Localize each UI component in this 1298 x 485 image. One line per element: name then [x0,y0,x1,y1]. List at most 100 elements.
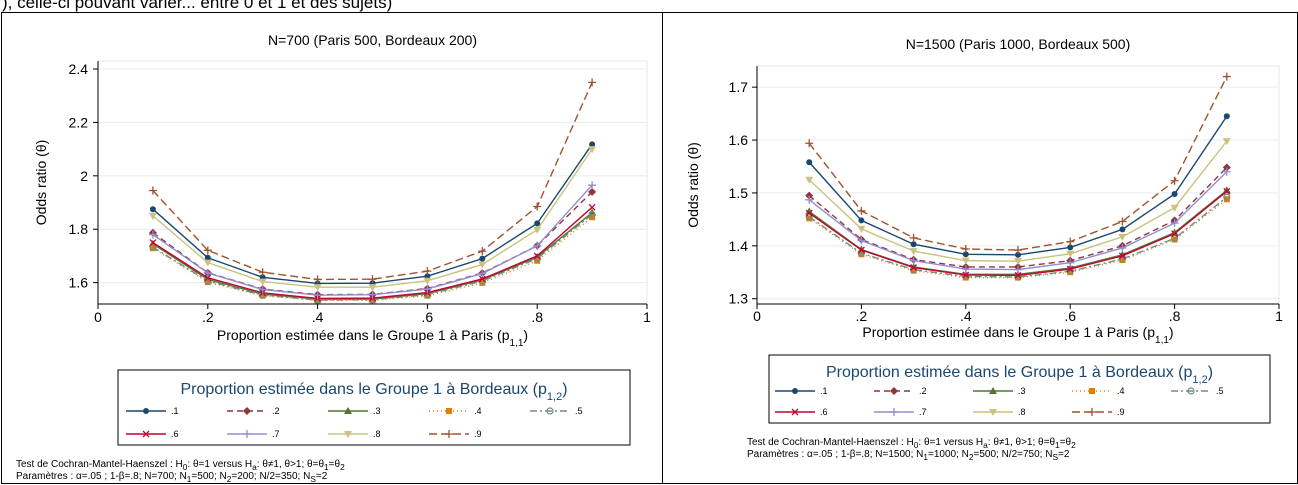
marker-diamond [588,187,597,196]
legend-item: .8 [328,429,381,439]
footnote-sub: S [310,474,316,484]
chart-panel-left: N=700 (Paris 500, Bordeaux 200) 1.6 1.8 2 2.… [1,12,663,484]
y-tick-label: 1.6 [729,132,749,148]
marker-x [142,430,150,438]
y-tick-label: 2.4 [69,61,89,77]
marker-circle [534,220,541,227]
marker-plus [1066,237,1075,246]
marker-square [910,267,917,274]
x-tick-label: .6 [422,309,434,325]
marker-x [805,209,813,217]
legend-label: .2 [919,386,927,396]
marker-x [1118,252,1126,260]
marker-circle [910,241,917,248]
marker-plus [258,268,267,277]
marker-x [149,239,157,247]
marker-circle [149,206,156,213]
marker-triangle [1222,186,1231,194]
marker-square [1067,269,1074,276]
legend-label: .4 [1117,386,1125,396]
marker-x [962,271,970,279]
marker-plus [805,195,814,204]
marker-circle-open [588,210,596,219]
marker-plus [368,275,377,284]
marker-circle [1171,190,1178,197]
marker-x [1014,271,1022,279]
x-tick-label: 1 [643,309,651,325]
x-tick-label: .8 [531,309,543,325]
marker-plus [1118,243,1127,252]
marker-square [446,408,452,414]
legend-item: .4 [1072,386,1125,396]
x-tick-label: .4 [312,309,324,325]
marker-circle [589,141,596,148]
marker-triangle-down [805,176,814,184]
x-tick-label: .6 [1064,308,1076,324]
legend-label: .6 [171,429,179,439]
marker-square [1223,196,1230,203]
footnote-sub: 0 [913,440,919,450]
marker-circle-open [1223,193,1231,201]
footnote-test-right: Test de Cochran-Mantel-Haenszel : H0: θ=… [747,437,1076,451]
footnote-sub: 1 [324,462,329,472]
marker-diamond [243,407,251,415]
marker-triangle-down [533,226,542,234]
marker-plus [961,265,970,274]
y-tick-label: 1.6 [69,275,89,291]
marker-plus [909,256,918,265]
series-p8 [805,138,1231,266]
footnote-params-right: Paramètres : α=.05 ; 1-β=.8; N=1500; N1=… [747,449,1069,463]
chart-svg-left: N=700 (Paris 500, Bordeaux 200)1.61.822.… [33,32,651,446]
chart-svg-right: N=1500 (Paris 1000, Bordeaux 500)1.31.41… [685,36,1283,424]
marker-x [204,274,212,282]
footnote-text: Paramètres : α=.05 ; 1-β=.8; N=700; N [16,471,187,482]
marker-triangle-down [1118,233,1127,241]
plot-area [97,60,648,305]
footnote-text: : θ≠1, θ>1; θ=θ [987,437,1056,448]
marker-plus [805,139,814,148]
y-axis-label: Odds ratio (θ) [685,142,701,228]
footnote-sub: 2 [1071,440,1076,450]
y-tick-label: 1.3 [729,291,749,307]
legend-label: .5 [575,406,583,416]
chart-title: N=700 (Paris 500, Bordeaux 200) [268,32,477,48]
marker-square [806,215,813,222]
x-tick-label: 1 [1275,308,1283,324]
marker-triangle-down [1222,138,1231,146]
marker-circle [204,254,211,261]
marker-triangle [805,207,814,215]
marker-square [1119,257,1126,264]
legend-title: Proportion estimée dans le Groupe 1 à Bo… [826,364,1213,386]
legend-item: .1 [126,406,179,416]
marker-plus [1014,246,1022,255]
marker-plus [533,241,542,250]
legend-item: .2 [874,386,927,396]
marker-plus [203,269,212,278]
marker-triangle-down [368,284,377,292]
marker-plus [1118,217,1127,226]
marker-circle [424,273,431,280]
legend-box [117,369,631,446]
footnote-text: =θ [1059,437,1072,448]
marker-plus [148,230,157,239]
legend-item: .1 [775,386,828,396]
legend-label: .8 [1018,407,1026,417]
footnote-text: =θ [328,459,341,470]
legend-label: .9 [474,429,482,439]
legend-label: .9 [1117,407,1125,417]
legend-item: .8 [973,407,1026,417]
marker-triangle [588,208,597,216]
legend-item: .3 [328,406,381,416]
series-p4 [806,196,1230,281]
x-tick-label: .2 [856,308,868,324]
footnote-text: : θ=1 versus H [187,459,253,470]
marker-x [791,408,799,416]
marker-plus [909,233,918,242]
legend-label: .5 [1216,386,1224,396]
marker-circle-open [149,243,157,251]
legend-label: .1 [171,406,179,416]
y-tick-label: 2.2 [69,114,89,130]
footnote-text: : θ≠1, θ>1; θ=θ [256,459,325,470]
legend-item: .4 [429,406,482,416]
legend-label: .7 [919,407,927,417]
